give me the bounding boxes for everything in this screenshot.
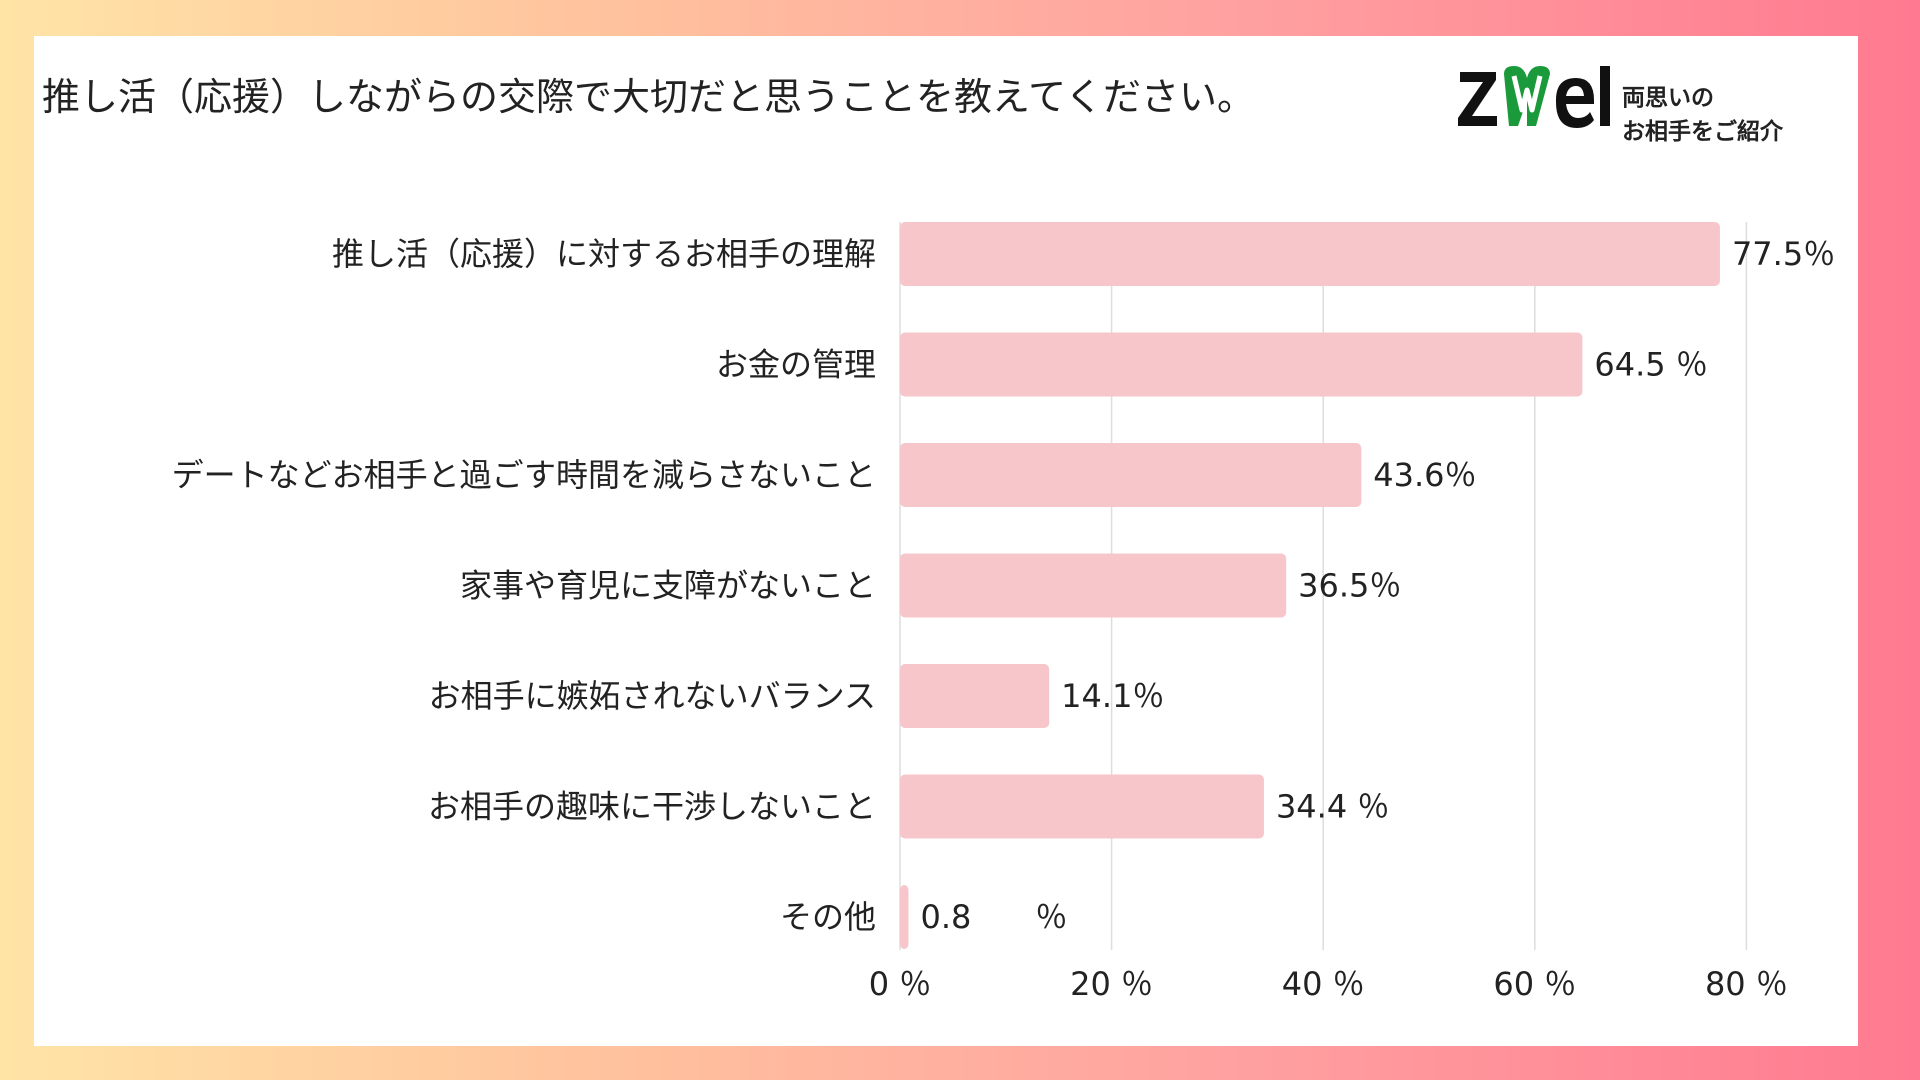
category-label: その他 [780, 898, 876, 936]
bar [900, 774, 1264, 839]
bar [900, 553, 1287, 618]
logo-letter-e [1556, 78, 1594, 128]
bar [900, 222, 1720, 286]
chart-title: 推し活（応援）しながらの交際で大切だと思うことを教えてください。 [42, 75, 1255, 119]
category-label: お金の管理 [716, 346, 876, 384]
bar [900, 443, 1362, 507]
x-tick-label: 20 ％ [1070, 965, 1153, 1003]
category-label: お相手の趣味に干渉しないこと [428, 788, 876, 826]
logo-heart-w-stroke [1511, 75, 1543, 113]
x-tick-label: 80 ％ [1705, 965, 1788, 1003]
zwei-wordmark [1458, 66, 1610, 128]
value-label: 43.6％ [1373, 456, 1476, 494]
category-label: 家事や育児に支障がないこと [460, 567, 876, 605]
bar [900, 664, 1050, 728]
logo-letter-z [1458, 72, 1497, 126]
logo-tagline-line2: お相手をご紹介 [1622, 118, 1783, 145]
bar [900, 885, 909, 949]
x-tick-label: 0 ％ [869, 965, 932, 1003]
bars [900, 222, 1720, 949]
value-label: 36.5％ [1298, 567, 1401, 605]
category-label: お相手に嫉妬されないバランス [429, 677, 876, 715]
chart-card [34, 36, 1858, 1046]
category-label: デートなどお相手と過ごす時間を減らさないこと [172, 456, 876, 494]
bar [900, 332, 1583, 397]
logo-tagline-line1: 両思いの [1622, 84, 1714, 111]
x-tick-label: 60 ％ [1493, 965, 1576, 1003]
value-label: 14.1％ [1061, 677, 1164, 715]
category-label: 推し活（応援）に対するお相手の理解 [332, 235, 876, 273]
value-label: 77.5％ [1732, 235, 1835, 273]
zwei-logo: 両思いの お相手をご紹介 [1456, 40, 1816, 145]
value-label: 34.4 ％ [1276, 788, 1389, 826]
value-label: 0.8 ％ [920, 898, 1067, 936]
value-label: 64.5 ％ [1594, 346, 1707, 384]
x-tick-label: 40 ％ [1282, 965, 1365, 1003]
labels: 0 ％ 20 ％ 40 ％ 60 ％ 80 ％ 推し活（応援）に対するお相手の理解 77.5… [172, 235, 1836, 1003]
logo-letter-l [1600, 66, 1610, 126]
